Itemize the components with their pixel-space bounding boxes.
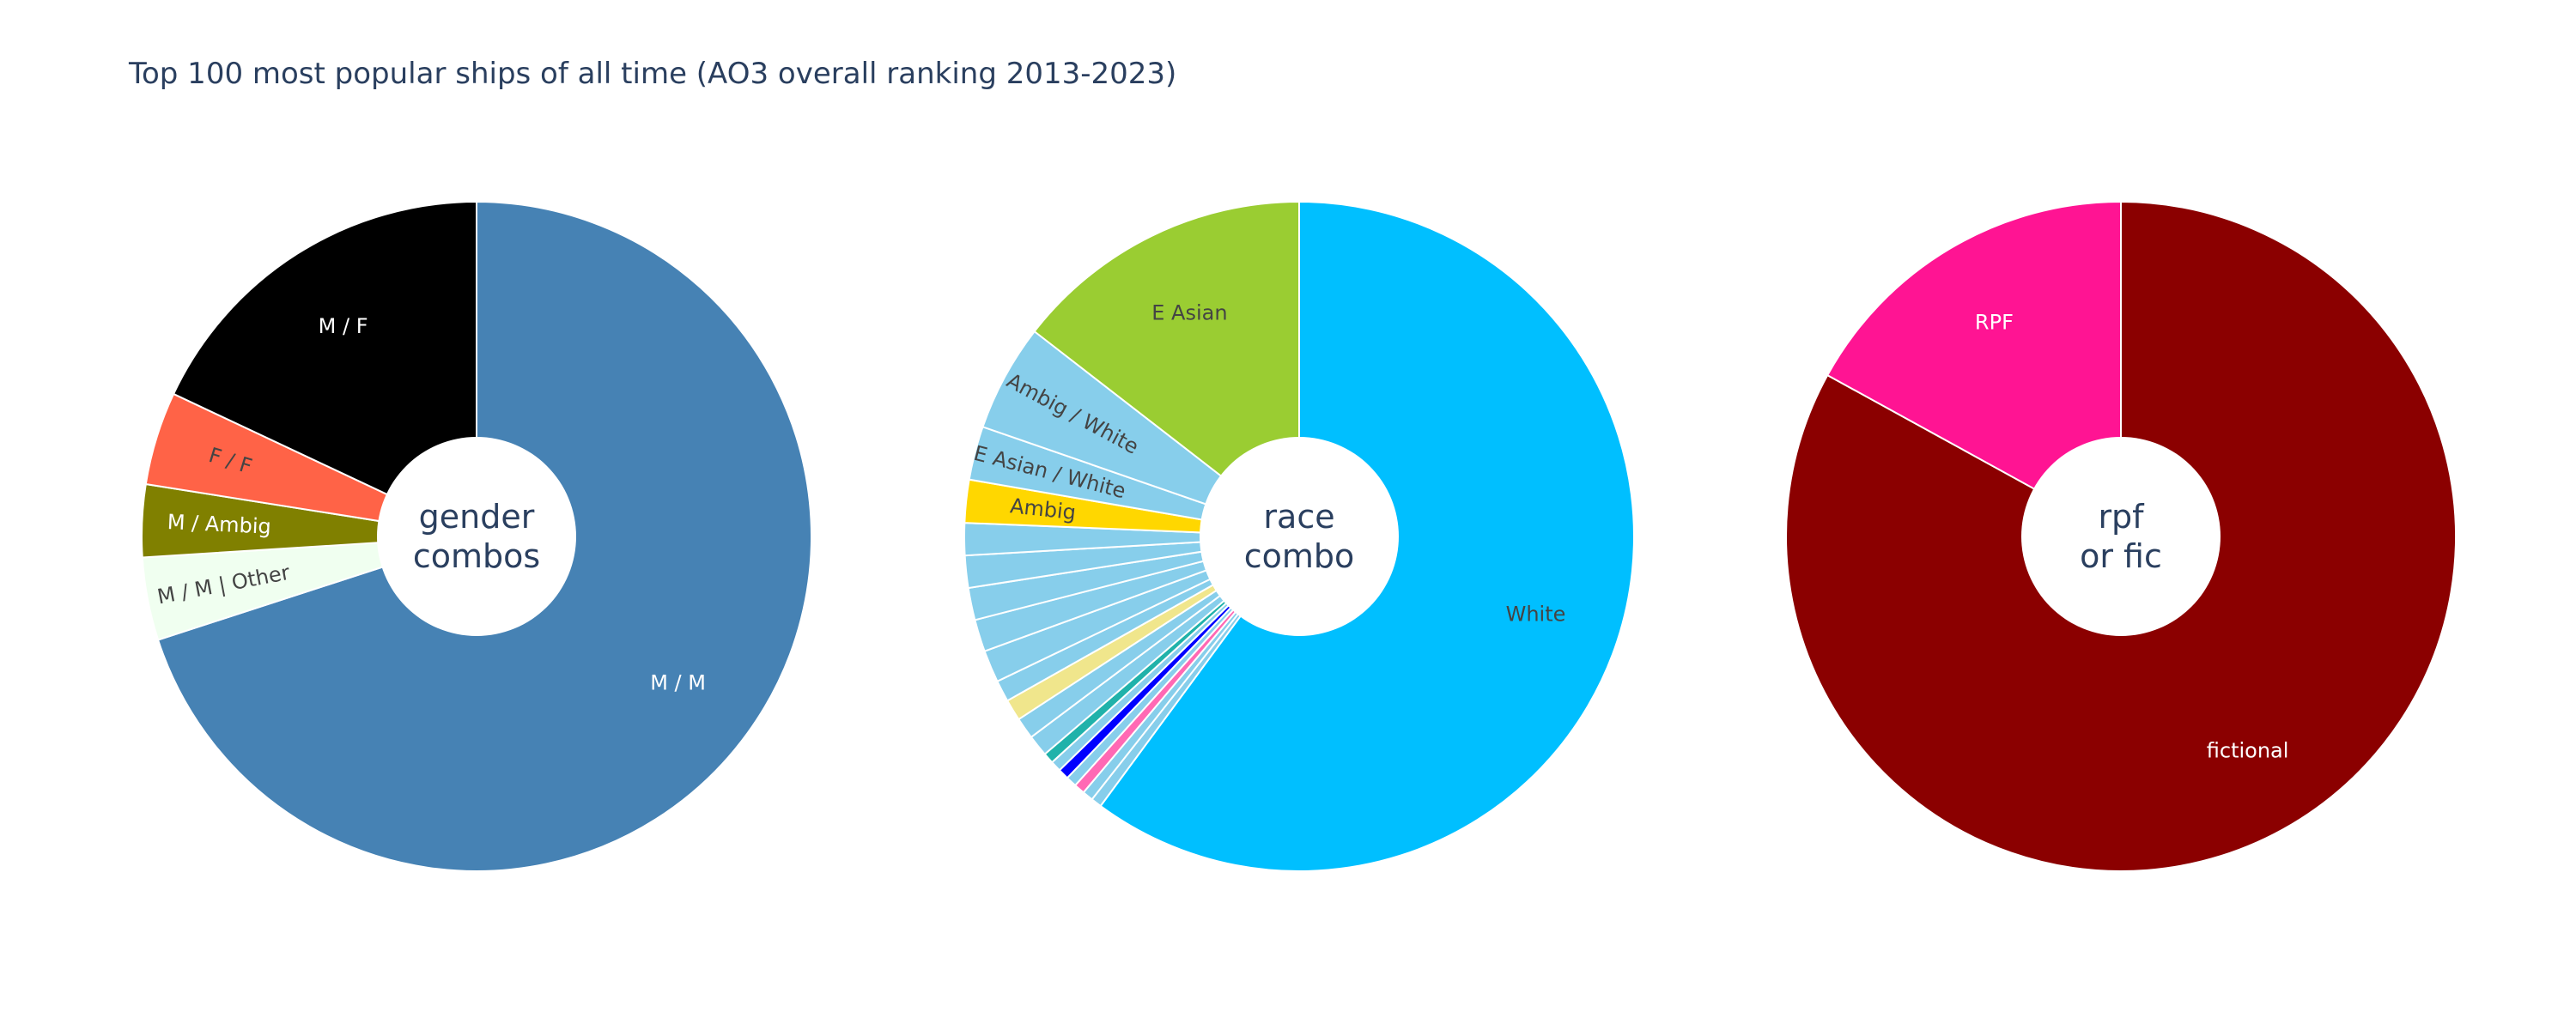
slice-label: White: [1506, 603, 1566, 627]
pie-slice-e-asian[interactable]: [1033, 200, 1300, 539]
pie-slice-rpf[interactable]: [1826, 200, 2122, 538]
slice-label: fictional: [2207, 739, 2289, 763]
center-label: combos: [413, 537, 540, 575]
center-label: combo: [1244, 537, 1355, 575]
slice-label: RPF: [1975, 310, 2014, 334]
donut-hole: [377, 437, 576, 636]
center-label: race: [1263, 498, 1334, 536]
chart-title: Top 100 most popular ships of all time (…: [129, 57, 1177, 91]
slice-label: M / Ambig: [167, 510, 271, 539]
pie-slice-m-f[interactable]: [172, 200, 477, 538]
slice-label: M / M: [650, 671, 706, 695]
donut-hole: [2021, 437, 2221, 636]
slice-label: E Asian: [1151, 301, 1227, 325]
center-label: or fic: [2080, 537, 2162, 575]
center-label: gender: [419, 498, 535, 536]
donut-hole: [1200, 437, 1399, 636]
pie-slice-fictional[interactable]: [1785, 200, 2457, 872]
slice-label: M / F: [319, 314, 368, 338]
center-label: rpf: [2098, 498, 2145, 536]
